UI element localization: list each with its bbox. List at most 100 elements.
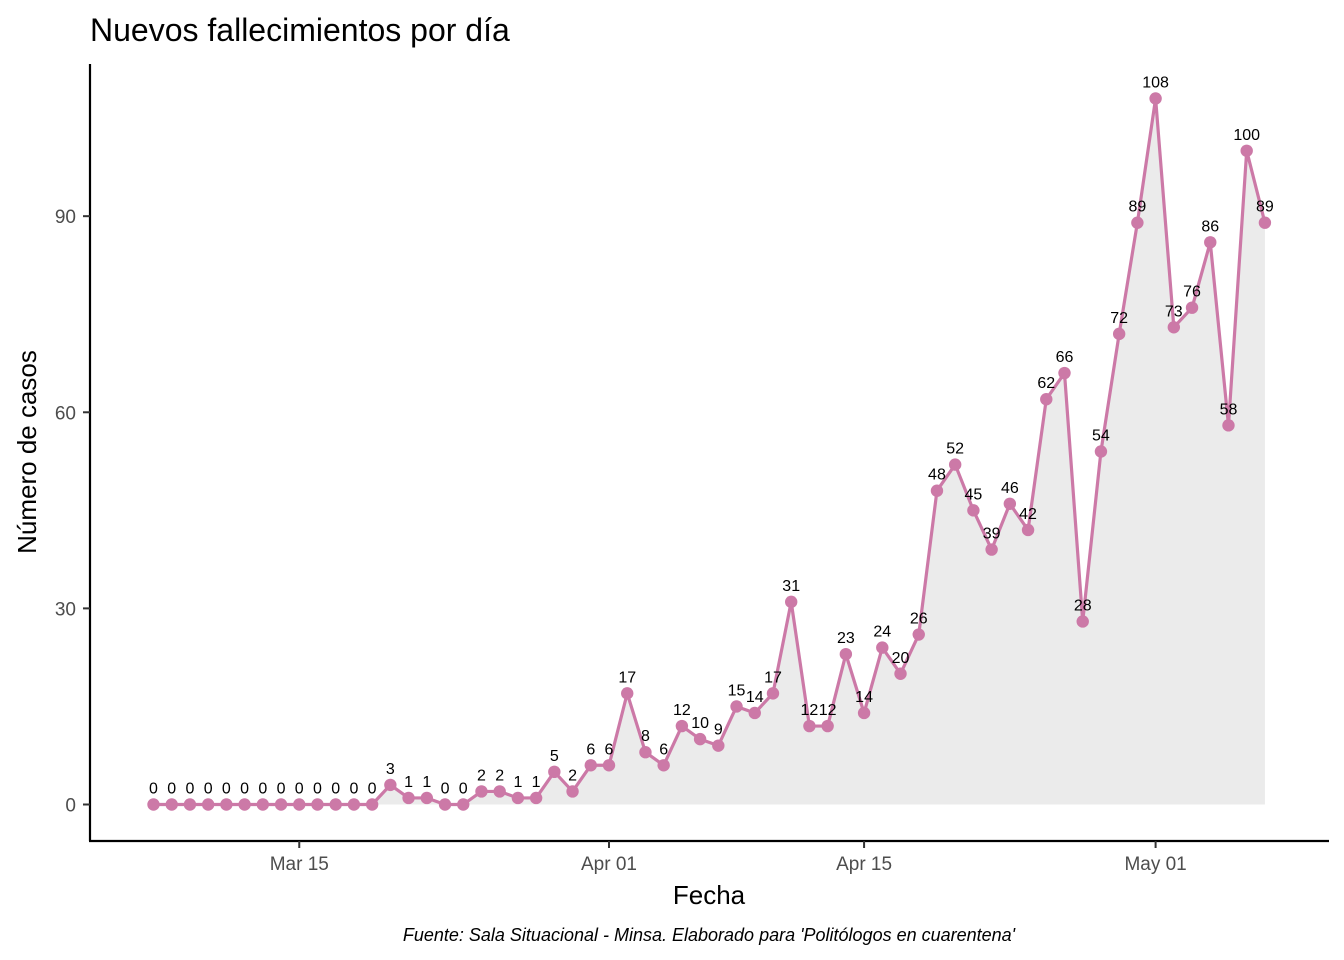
y-tick-label: 60 [55, 403, 76, 424]
data-point [1204, 236, 1217, 249]
data-label: 20 [892, 650, 910, 667]
data-label: 0 [331, 781, 340, 798]
data-point [1131, 216, 1144, 229]
data-label: 45 [965, 486, 983, 503]
x-tick-label: Apr 15 [836, 854, 892, 875]
data-point [1094, 445, 1108, 458]
data-label: 1 [532, 774, 541, 791]
x-tick-label: Mar 15 [270, 854, 329, 875]
data-label: 2 [477, 767, 486, 784]
data-point [894, 667, 907, 680]
data-point [730, 700, 743, 713]
data-point [566, 785, 579, 798]
data-point [183, 798, 197, 811]
data-point [712, 739, 725, 752]
data-point [839, 647, 853, 661]
data-label: 1 [513, 774, 522, 791]
data-label: 28 [1074, 597, 1092, 614]
data-label: 24 [873, 624, 891, 641]
chart-title: Nuevos fallecimientos por día [90, 12, 510, 48]
data-point [967, 504, 980, 517]
data-point [948, 458, 962, 471]
data-point [147, 798, 160, 811]
data-point [1021, 523, 1035, 537]
data-point [785, 595, 798, 609]
data-point [165, 798, 178, 811]
data-point [657, 759, 670, 772]
data-point [803, 719, 816, 733]
data-point [876, 641, 889, 654]
data-label: 89 [1256, 199, 1274, 216]
data-label: 17 [618, 669, 636, 686]
data-label: 72 [1110, 310, 1128, 327]
data-label: 42 [1019, 506, 1037, 523]
data-point [748, 706, 761, 720]
data-label: 14 [746, 689, 764, 706]
data-point [529, 791, 543, 805]
data-label: 0 [349, 781, 358, 798]
data-label: 2 [568, 767, 577, 784]
data-label: 0 [222, 781, 231, 798]
data-label: 76 [1183, 284, 1201, 301]
data-point [293, 798, 306, 811]
data-point [201, 798, 215, 811]
data-point [693, 732, 707, 746]
x-axis-ticks: Mar 15 Apr 01 Apr 15 May 01 [270, 841, 1187, 875]
chart-caption: Fuente: Sala Situacional - Minsa. Elabor… [403, 925, 1016, 945]
data-point [1167, 321, 1181, 334]
data-point [329, 798, 342, 811]
data-point [766, 687, 780, 700]
data-point [384, 778, 397, 792]
data-label: 0 [167, 781, 176, 798]
data-point [493, 785, 506, 798]
data-label: 0 [240, 781, 249, 798]
data-label: 48 [928, 467, 946, 484]
y-axis-title: Número de casos [12, 350, 42, 554]
data-point [420, 791, 433, 805]
x-tick-label: Apr 01 [581, 854, 637, 875]
data-label: 0 [313, 781, 322, 798]
data-point [602, 759, 616, 772]
data-label: 12 [801, 702, 819, 719]
data-point [621, 687, 634, 700]
data-label: 0 [185, 781, 194, 798]
data-label: 12 [819, 702, 837, 719]
y-tick-label: 0 [65, 796, 76, 817]
data-label: 1 [422, 774, 431, 791]
data-label: 0 [149, 781, 158, 798]
area-fill [153, 98, 1265, 805]
data-label: 58 [1220, 401, 1238, 418]
data-point [821, 719, 834, 733]
data-point [930, 484, 944, 497]
y-tick-label: 30 [55, 599, 76, 620]
data-point [1003, 497, 1017, 510]
data-label: 52 [946, 441, 964, 458]
data-point [365, 798, 379, 811]
data-point [1076, 615, 1089, 628]
y-tick-label: 90 [55, 207, 76, 228]
data-point [438, 798, 452, 811]
data-point [274, 798, 288, 811]
data-point [675, 719, 689, 733]
data-point [1040, 393, 1053, 406]
data-point [511, 791, 525, 805]
data-label: 10 [691, 715, 709, 732]
data-point [1112, 327, 1126, 341]
data-label: 5 [550, 748, 559, 765]
data-label: 9 [714, 722, 723, 739]
data-point [402, 791, 415, 805]
data-label: 0 [277, 781, 286, 798]
data-label: 1 [404, 774, 413, 791]
data-label: 0 [368, 781, 377, 798]
data-point [256, 798, 270, 811]
data-label: 108 [1142, 75, 1169, 92]
data-point [1149, 92, 1162, 105]
data-point [347, 798, 361, 811]
data-label: 23 [837, 630, 855, 647]
data-label: 0 [441, 781, 450, 798]
data-label: 6 [586, 741, 595, 758]
data-point [220, 798, 233, 811]
data-point [238, 798, 251, 811]
